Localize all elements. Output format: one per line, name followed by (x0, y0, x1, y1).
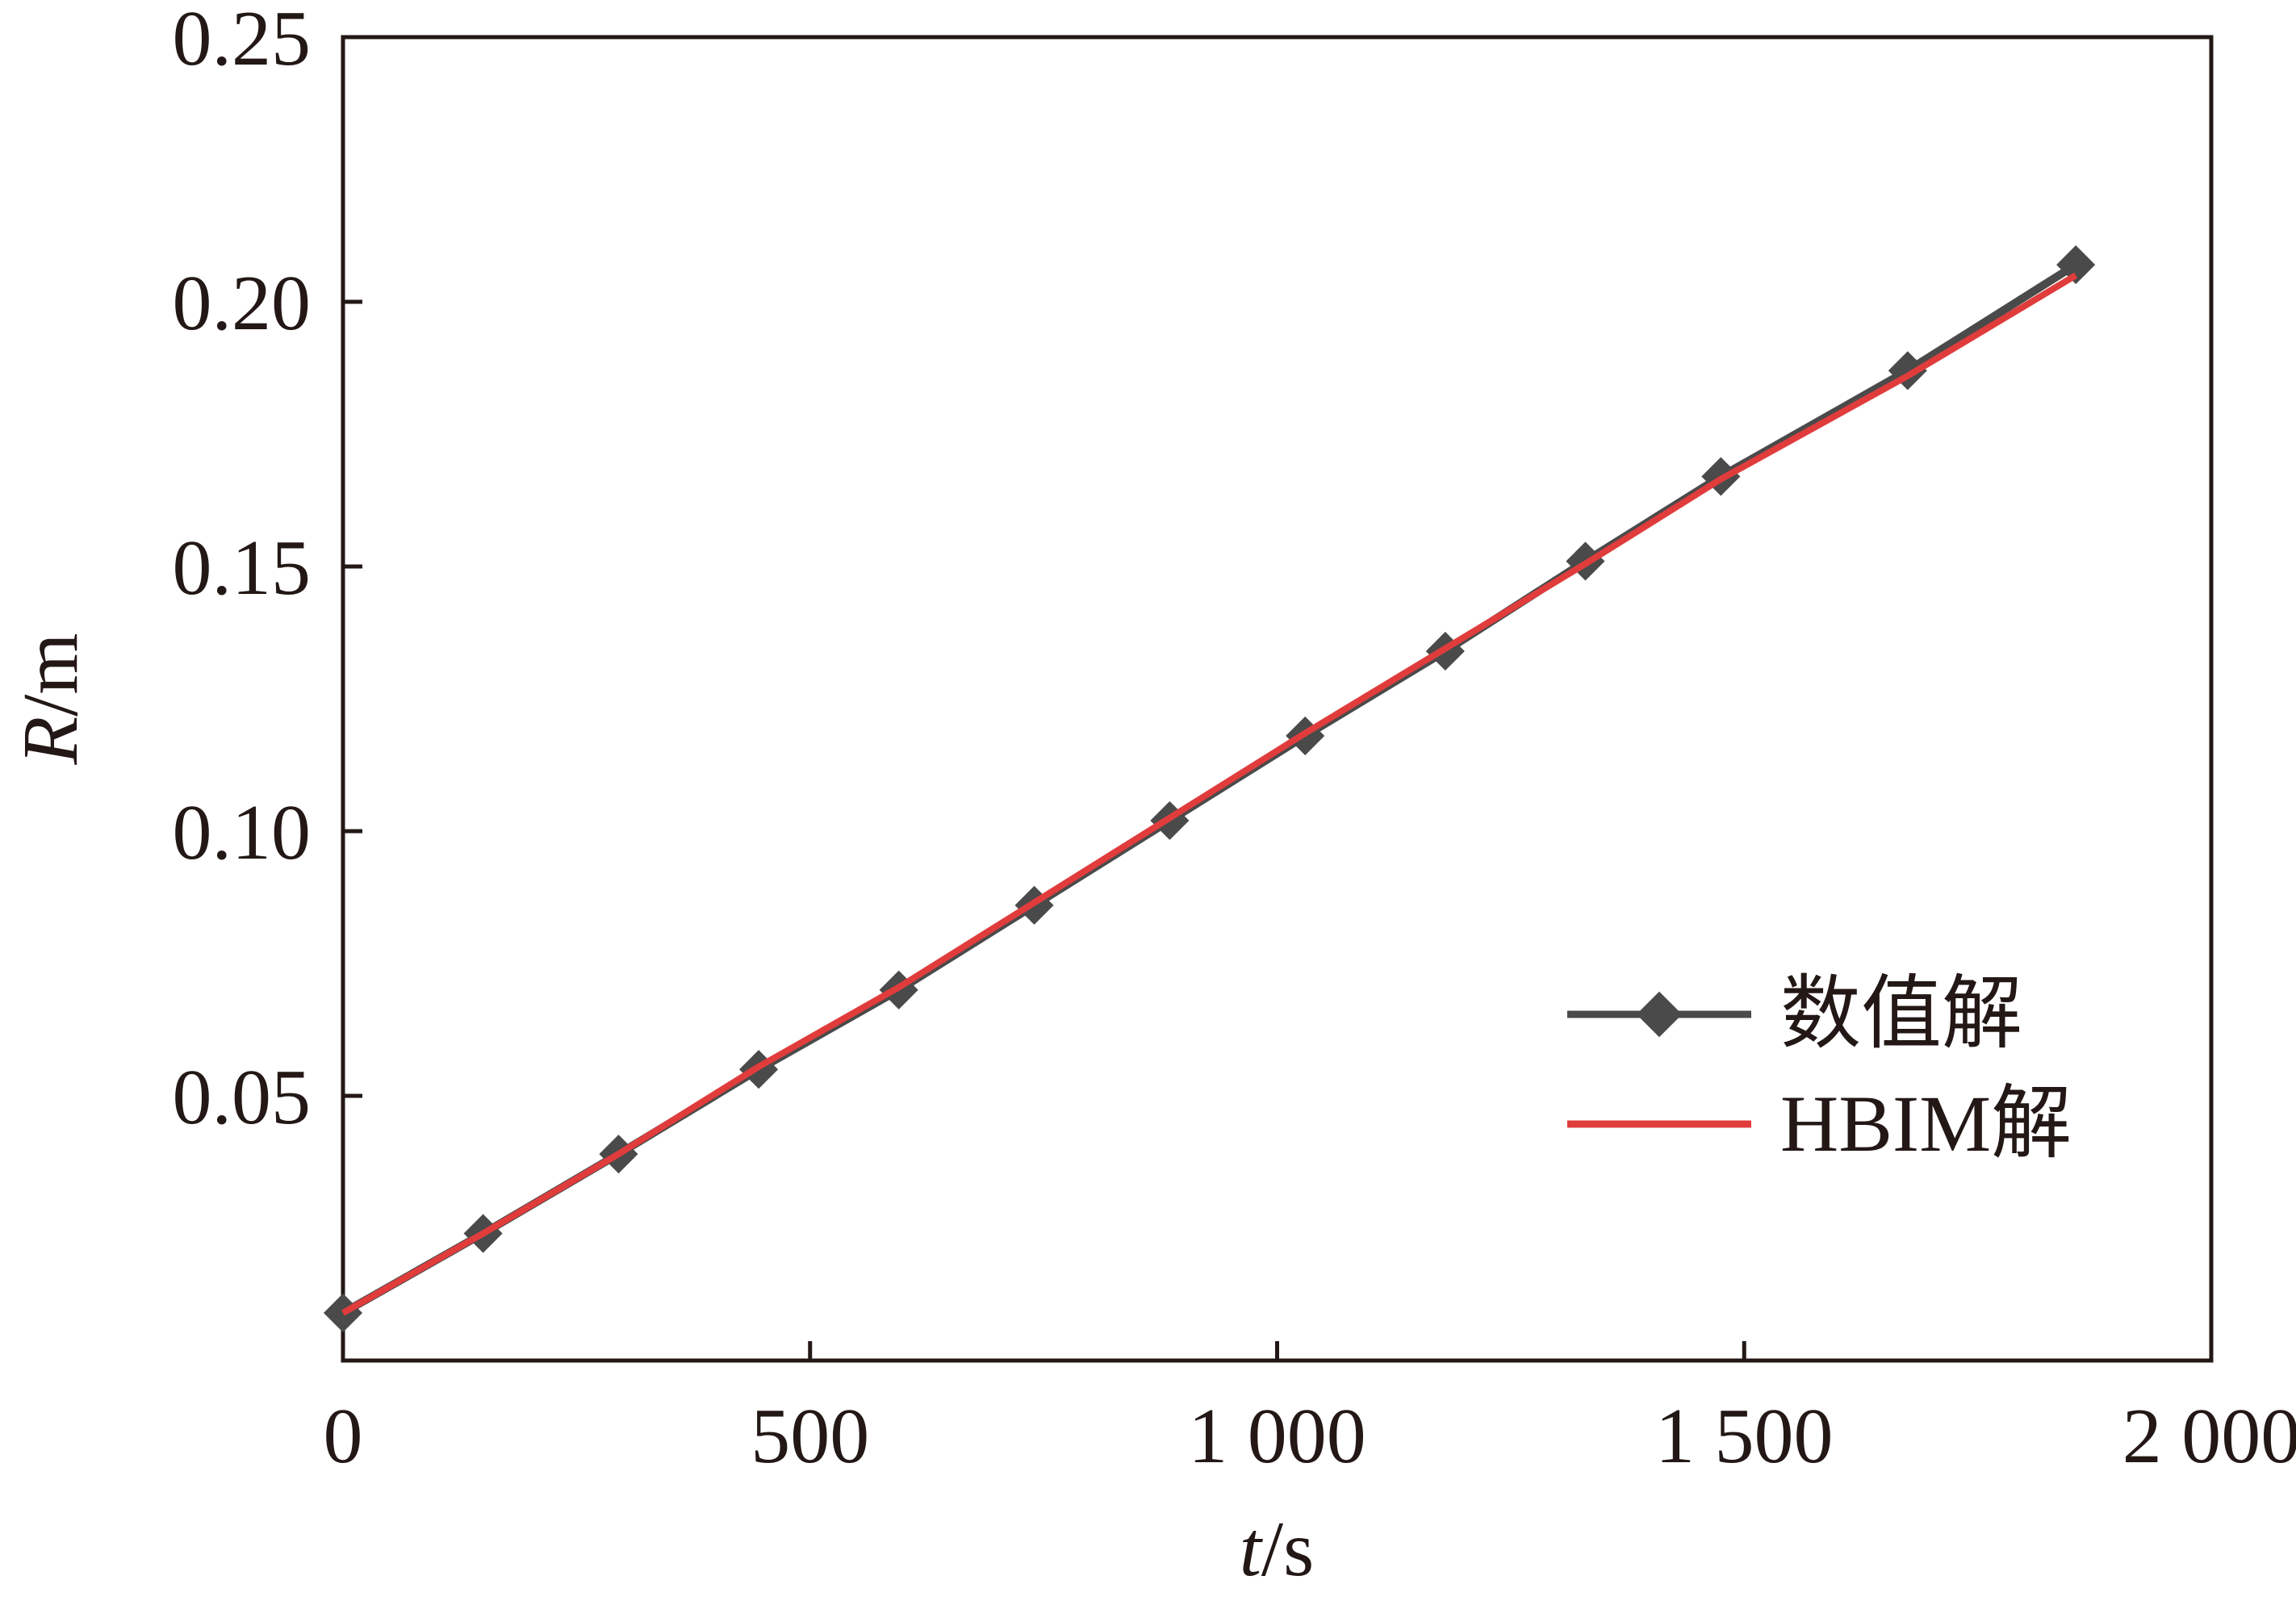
legend-label-hbim: HBIM解 (1780, 1079, 2072, 1168)
x-tick-label: 500 (751, 1393, 869, 1480)
legend-swatch-numerical-marker (1636, 991, 1683, 1038)
y-tick-label: 0.10 (173, 789, 312, 876)
data-point (2056, 245, 2096, 285)
x-tick-label: 2 000 (2122, 1393, 2296, 1480)
y-tick-label: 0.15 (173, 525, 312, 612)
series-layer (323, 245, 2096, 1333)
y-axis-title: R/m (7, 633, 94, 765)
x-axis: 0 500 1 000 1 500 2 000 (324, 1341, 2296, 1480)
y-tick-label: 0.25 (173, 0, 312, 82)
x-axis-title: t/s (1240, 1506, 1315, 1593)
x-tick-label: 0 (324, 1393, 363, 1480)
x-tick-label: 1 500 (1655, 1393, 1834, 1480)
legend-label-numerical: 数值解 (1780, 969, 2022, 1059)
y-axis: 0.05 0.10 0.15 0.20 0.25 (173, 0, 362, 1141)
y-tick-label: 0.05 (173, 1054, 312, 1141)
x-tick-label: 1 000 (1188, 1393, 1366, 1480)
legend: 数值解 HBIM解 (1567, 969, 2072, 1168)
series-line-1 (341, 272, 2078, 1316)
y-tick-label: 0.20 (173, 260, 312, 347)
